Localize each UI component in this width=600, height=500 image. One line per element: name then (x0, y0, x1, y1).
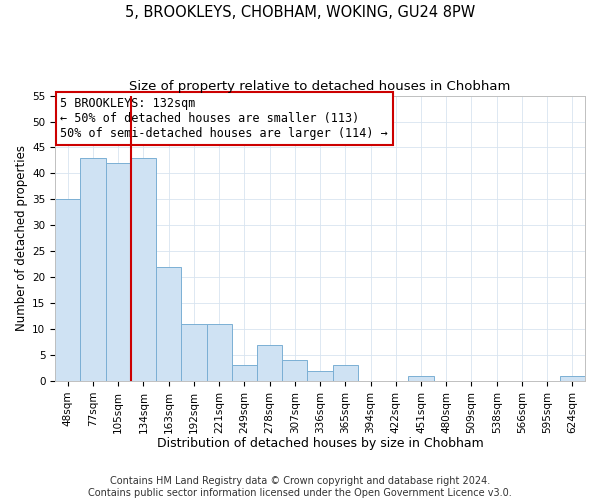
Bar (131, 158, 156, 381)
Bar (409, 376, 434, 381)
X-axis label: Distribution of detached houses by size in Chobham: Distribution of detached houses by size … (157, 437, 484, 450)
Bar (206, 324, 232, 381)
Bar (106, 163, 131, 381)
Text: 5, BROOKLEYS, CHOBHAM, WOKING, GU24 8PW: 5, BROOKLEYS, CHOBHAM, WOKING, GU24 8PW (125, 5, 475, 20)
Text: Contains HM Land Registry data © Crown copyright and database right 2024.
Contai: Contains HM Land Registry data © Crown c… (88, 476, 512, 498)
Bar (55, 200, 80, 381)
Y-axis label: Number of detached properties: Number of detached properties (15, 146, 28, 332)
Text: 5 BROOKLEYS: 132sqm
← 50% of detached houses are smaller (113)
50% of semi-detac: 5 BROOKLEYS: 132sqm ← 50% of detached ho… (61, 97, 388, 140)
Bar (232, 366, 257, 381)
Bar (80, 158, 106, 381)
Bar (156, 267, 181, 381)
Bar (181, 324, 206, 381)
Title: Size of property relative to detached houses in Chobham: Size of property relative to detached ho… (130, 80, 511, 93)
Bar (560, 376, 585, 381)
Bar (282, 360, 307, 381)
Bar (257, 344, 282, 381)
Bar (307, 370, 332, 381)
Bar (332, 366, 358, 381)
